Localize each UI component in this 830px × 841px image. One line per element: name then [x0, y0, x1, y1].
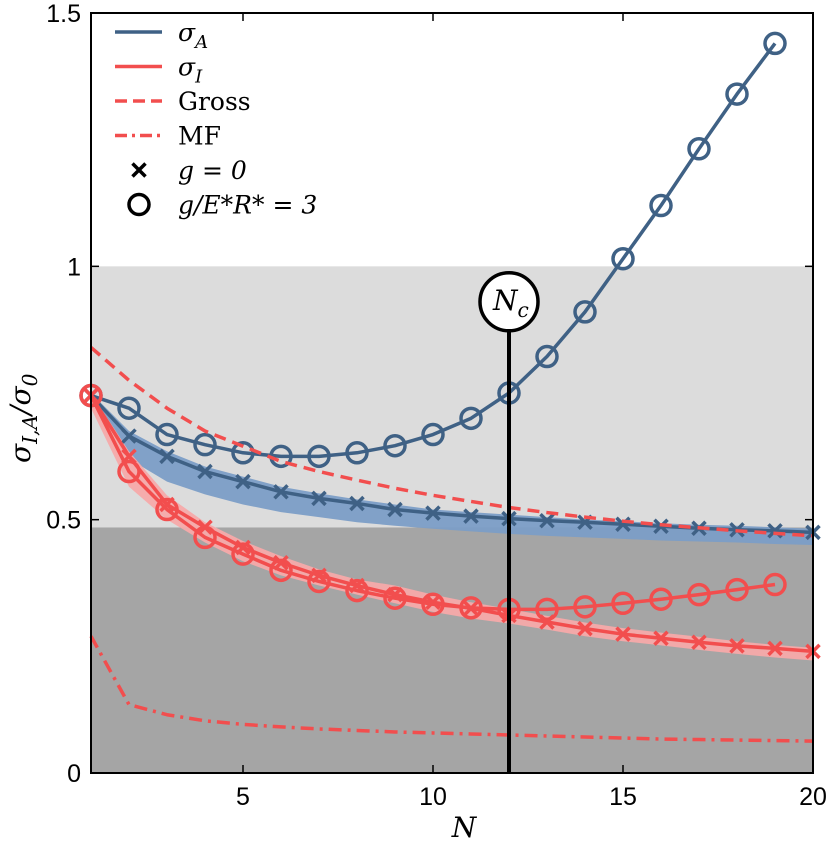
- point-circle-marker: [345, 441, 369, 465]
- point-circle-marker: [459, 596, 483, 620]
- legend-label: g = 0: [178, 156, 247, 185]
- series-5: [89, 635, 814, 743]
- y-tick-label: 0: [67, 760, 81, 788]
- point-x-marker: [311, 490, 327, 507]
- point-x-marker: [653, 630, 669, 646]
- uncertainty-band-0: [91, 393, 813, 545]
- point-circle-marker: [345, 578, 369, 603]
- axes: 5 10 15 20 0 0.5 1 1.5: [46, 0, 827, 811]
- point-circle-marker: [573, 300, 597, 324]
- point-circle-marker: [725, 82, 749, 106]
- point-circle-marker: [725, 577, 749, 602]
- point-x-marker: [387, 501, 403, 518]
- y-axis-label-group: σI,A/σ0: [4, 373, 42, 463]
- series-line-1: [90, 42, 777, 459]
- point-circle-marker: [155, 497, 179, 522]
- point-circle-marker: [307, 569, 331, 594]
- point-circle-marker: [193, 525, 217, 550]
- point-circle-marker: [383, 586, 407, 610]
- point-x-marker: [349, 495, 365, 512]
- legend-entry-0: σA: [115, 18, 208, 53]
- legend-label: σI: [178, 53, 203, 88]
- x-axis-label: N: [451, 811, 478, 841]
- series-3: [79, 383, 787, 622]
- point-circle-marker: [117, 459, 141, 484]
- point-circle-marker: [307, 444, 331, 469]
- point-circle-marker: [117, 396, 141, 420]
- point-x-marker: [577, 620, 593, 637]
- point-circle-marker: [535, 597, 559, 622]
- x-tick-label: 15: [609, 783, 637, 811]
- point-circle-marker: [611, 591, 635, 616]
- series-line-0: [89, 394, 814, 535]
- point-circle-marker: [573, 595, 597, 619]
- point-circle-marker: [649, 193, 673, 218]
- legend-entry-3: MF: [115, 122, 221, 151]
- legend-label: σA: [178, 18, 208, 53]
- point-x-marker: [425, 505, 441, 521]
- legend-entry-1: σI: [115, 53, 203, 88]
- point-x-marker: [539, 512, 555, 529]
- point-x-marker: [615, 626, 631, 642]
- y-tick-label: 1: [67, 253, 81, 281]
- point-x-marker: [121, 428, 137, 444]
- point-x-marker: [159, 448, 175, 465]
- x-tick-label: 5: [236, 783, 250, 811]
- point-circle-marker: [763, 31, 787, 56]
- point-circle-marker: [231, 441, 255, 465]
- point-circle-marker: [649, 587, 673, 611]
- point-circle-marker: [383, 433, 407, 458]
- point-x-marker: [463, 508, 479, 524]
- point-circle-marker: [269, 558, 293, 583]
- point-x-marker: [691, 634, 707, 651]
- point-circle-marker: [421, 592, 445, 617]
- point-circle-marker: [231, 542, 255, 566]
- x-tick-label: 20: [799, 783, 827, 811]
- point-x-marker: [729, 638, 745, 654]
- legend-label: Gross: [178, 87, 251, 116]
- legend-label: MF: [178, 122, 221, 151]
- point-x-marker: [235, 473, 251, 490]
- point-circle-marker: [193, 432, 217, 457]
- nc-label: Nc: [492, 284, 529, 322]
- series-1: [79, 31, 787, 469]
- axis-labels: NσI,A/σ0: [4, 373, 478, 841]
- legend-entry-2: Gross: [115, 87, 251, 116]
- point-circle-marker: [535, 344, 559, 369]
- series-line-3: [89, 394, 776, 612]
- series-0: [83, 387, 821, 541]
- legend-entry-5: g/E*R* = 3: [127, 191, 317, 220]
- x-tick-label: 10: [419, 783, 447, 811]
- plot-frame: [90, 12, 814, 774]
- point-circle-marker: [155, 422, 179, 447]
- series-line-5: [89, 635, 814, 743]
- data-series: [79, 31, 821, 743]
- legend-label: g/E*R* = 3: [178, 191, 317, 220]
- legend-circle-marker: [127, 192, 151, 217]
- nc-circle: [478, 271, 540, 333]
- background-bands: [91, 266, 813, 773]
- legend-x-marker: [131, 162, 147, 178]
- legend-entry-4: g = 0: [131, 156, 247, 185]
- y-tick-label: 1.5: [46, 0, 81, 28]
- point-x-marker: [425, 594, 441, 610]
- y-tick-label: 0.5: [46, 507, 81, 535]
- point-circle-marker: [421, 422, 445, 447]
- point-circle-marker: [611, 246, 635, 271]
- annotation-nc: Nc: [478, 271, 540, 773]
- point-circle-marker: [687, 137, 711, 161]
- point-circle-marker: [459, 406, 483, 431]
- point-x-marker: [197, 463, 213, 480]
- point-x-marker: [273, 484, 289, 500]
- point-circle-marker: [687, 582, 711, 607]
- point-circle-marker: [763, 572, 787, 597]
- y-axis-label: σI,A/σ0: [4, 373, 42, 463]
- point-x-marker: [767, 640, 783, 657]
